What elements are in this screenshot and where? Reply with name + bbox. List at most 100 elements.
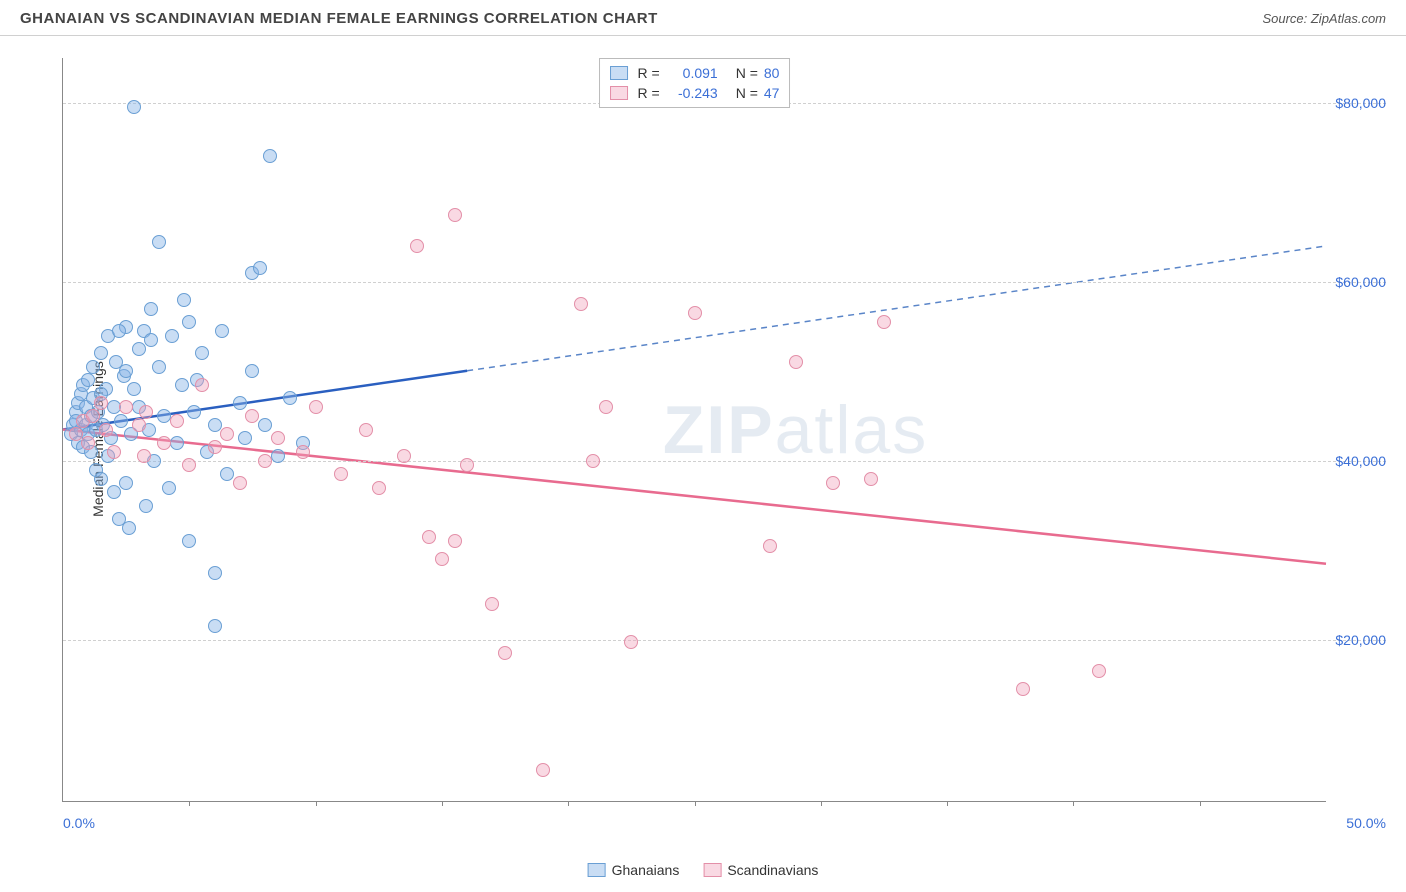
scatter-point — [599, 400, 613, 414]
legend-label: Ghanaians — [612, 862, 680, 878]
n-value-scandinavians: 47 — [764, 85, 780, 101]
scatter-point — [127, 100, 141, 114]
scatter-point — [864, 472, 878, 486]
scatter-point — [81, 373, 95, 387]
legend-swatch-scandinavians — [703, 863, 721, 877]
y-tick-label: $80,000 — [1327, 95, 1386, 111]
scatter-point — [220, 427, 234, 441]
gridline — [63, 640, 1386, 641]
scatter-point — [220, 467, 234, 481]
x-tick — [1073, 801, 1074, 806]
scatter-point — [94, 346, 108, 360]
scatter-point — [334, 467, 348, 481]
correlation-legend: R = 0.091 N = 80 R = -0.243 N = 47 — [599, 58, 791, 108]
scatter-point — [233, 476, 247, 490]
chart-source: Source: ZipAtlas.com — [1262, 11, 1386, 26]
x-tick — [316, 801, 317, 806]
n-label: N = — [736, 65, 758, 81]
x-tick — [442, 801, 443, 806]
x-tick — [947, 801, 948, 806]
legend-swatch-ghanaians — [610, 66, 628, 80]
scatter-point — [122, 521, 136, 535]
scatter-point — [107, 445, 121, 459]
scatter-point — [763, 539, 777, 553]
scatter-point — [296, 445, 310, 459]
scatter-point — [877, 315, 891, 329]
scatter-point — [435, 552, 449, 566]
correlation-legend-row: R = -0.243 N = 47 — [610, 83, 780, 103]
trendline-solid — [63, 430, 1326, 564]
scatter-point — [271, 449, 285, 463]
scatter-point — [114, 414, 128, 428]
r-value-scandinavians: -0.243 — [666, 85, 718, 101]
scatter-point — [238, 431, 252, 445]
scatter-point — [182, 458, 196, 472]
scatter-point — [215, 324, 229, 338]
scatter-point — [69, 427, 83, 441]
scatter-point — [175, 378, 189, 392]
n-value-ghanaians: 80 — [764, 65, 780, 81]
y-tick-label: $40,000 — [1327, 453, 1386, 469]
scatter-point — [137, 449, 151, 463]
legend-label: Scandinavians — [727, 862, 818, 878]
scatter-point — [485, 597, 499, 611]
scatter-point — [107, 485, 121, 499]
scatter-point — [182, 315, 196, 329]
gridline — [63, 282, 1386, 283]
scatter-point — [826, 476, 840, 490]
x-axis-min-label: 0.0% — [63, 815, 95, 831]
trendline-dashed — [467, 246, 1326, 371]
scatter-point — [152, 360, 166, 374]
scatter-point — [498, 646, 512, 660]
scatter-point — [132, 418, 146, 432]
scatter-point — [127, 382, 141, 396]
scatter-point — [86, 360, 100, 374]
x-tick — [568, 801, 569, 806]
scatter-point — [1092, 664, 1106, 678]
scatter-point — [789, 355, 803, 369]
scatter-point — [208, 566, 222, 580]
scatter-point — [263, 149, 277, 163]
scatter-point — [132, 342, 146, 356]
correlation-legend-row: R = 0.091 N = 80 — [610, 63, 780, 83]
trendlines-svg — [63, 58, 1326, 801]
scatter-point — [119, 400, 133, 414]
scatter-point — [170, 414, 184, 428]
r-value-ghanaians: 0.091 — [666, 65, 718, 81]
scatter-point — [448, 208, 462, 222]
scatter-point — [162, 481, 176, 495]
scatter-point — [94, 472, 108, 486]
scatter-point — [157, 436, 171, 450]
scatter-point — [208, 619, 222, 633]
plot-area: ZIPatlas R = 0.091 N = 80 R = -0.243 N =… — [62, 58, 1326, 802]
scatter-point — [94, 396, 108, 410]
chart-title: GHANAIAN VS SCANDINAVIAN MEDIAN FEMALE E… — [20, 10, 658, 27]
scatter-point — [271, 431, 285, 445]
scatter-point — [448, 534, 462, 548]
r-label: R = — [638, 65, 660, 81]
scatter-point — [574, 297, 588, 311]
x-tick — [821, 801, 822, 806]
scatter-point — [165, 329, 179, 343]
scatter-point — [460, 458, 474, 472]
scatter-point — [397, 449, 411, 463]
x-tick — [695, 801, 696, 806]
series-legend: Ghanaians Scandinavians — [588, 862, 819, 878]
scatter-point — [258, 454, 272, 468]
scatter-point — [195, 378, 209, 392]
scatter-point — [233, 396, 247, 410]
x-tick — [1200, 801, 1201, 806]
scatter-point — [119, 364, 133, 378]
scatter-point — [99, 423, 113, 437]
scatter-point — [258, 418, 272, 432]
scatter-point — [1016, 682, 1030, 696]
scatter-point — [372, 481, 386, 495]
legend-swatch-ghanaians — [588, 863, 606, 877]
legend-item-ghanaians: Ghanaians — [588, 862, 680, 878]
scatter-point — [177, 293, 191, 307]
scatter-point — [195, 346, 209, 360]
scatter-point — [586, 454, 600, 468]
y-tick-label: $60,000 — [1327, 274, 1386, 290]
scatter-point — [624, 635, 638, 649]
scatter-point — [86, 409, 100, 423]
